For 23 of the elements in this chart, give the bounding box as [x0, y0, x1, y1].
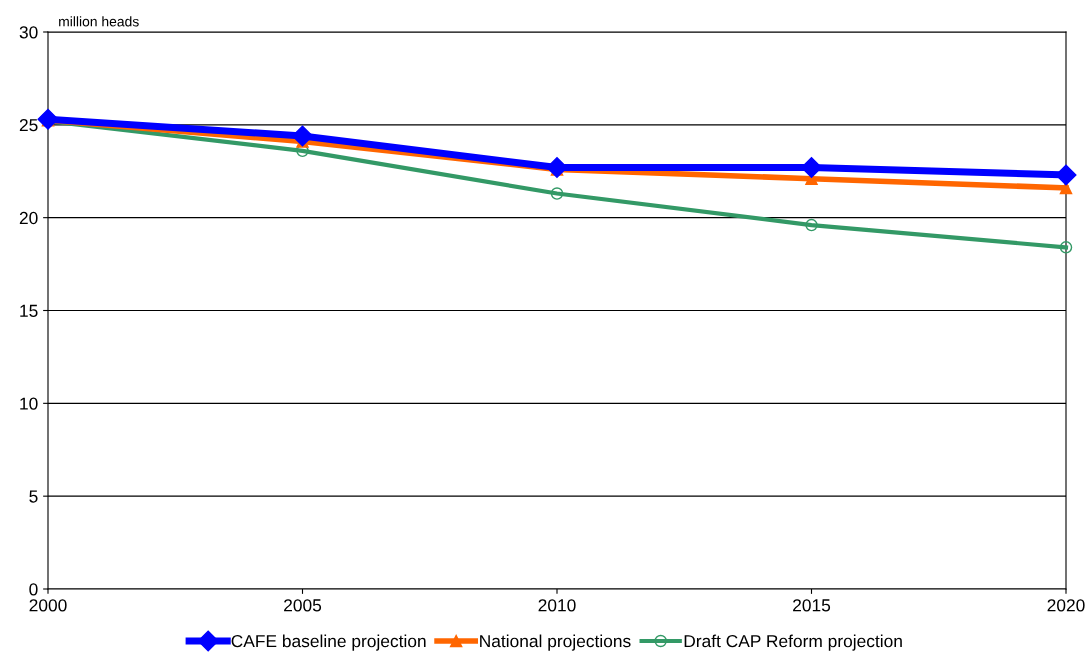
point: [550, 187, 564, 200]
y-tick-label: 15: [20, 304, 38, 317]
y-axis-title: million heads: [59, 16, 139, 27]
point: [546, 157, 568, 179]
point: [1055, 164, 1077, 186]
y-tick-label: 25: [19, 119, 38, 132]
y-tick-label: 30: [19, 26, 38, 39]
y-tick-label: 10: [20, 397, 38, 410]
legend-label: Draft CAP Reform projection: [684, 634, 902, 651]
x-tick-label: 2000: [29, 599, 67, 612]
point: [1059, 241, 1073, 254]
x-tick-label: 2015: [793, 599, 831, 612]
x-tick-label: 2005: [284, 599, 322, 612]
y-tick-label: 0: [29, 583, 38, 596]
point: [37, 108, 59, 130]
x-tick-label: 2020: [1047, 599, 1085, 612]
legend-label: CAFE baseline projection: [231, 634, 426, 651]
point: [805, 218, 818, 232]
legend-label: National projections: [480, 634, 631, 651]
y-tick-label: 5: [29, 490, 38, 503]
point: [291, 125, 314, 147]
y-tick-label: 20: [19, 211, 38, 225]
x-tick-label: 2010: [538, 599, 576, 612]
